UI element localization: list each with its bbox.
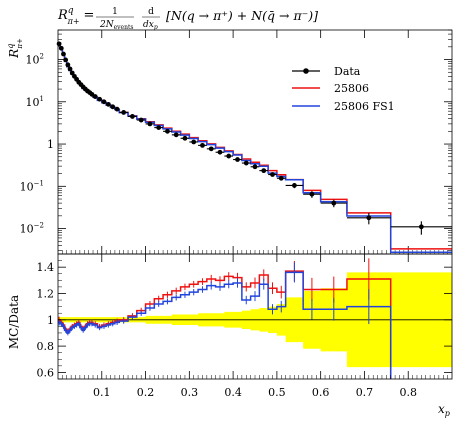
xlabel-main: x	[438, 402, 445, 416]
data-point	[226, 153, 232, 159]
ratio-ytick-label: 0.8	[37, 340, 55, 353]
data-point	[208, 146, 214, 152]
ratio-xtick-label: 0.3	[181, 386, 199, 399]
ratio-xtick-label: 0.7	[356, 386, 374, 399]
svg-text:Rqπ+: Rqπ+	[6, 38, 24, 59]
legend-label-data: Data	[334, 65, 361, 78]
title-rhs: [N(q → π⁺) + N(q̄ → π⁻)]	[166, 8, 318, 23]
data-point	[182, 135, 188, 141]
data-point	[138, 117, 144, 123]
data-point	[366, 215, 372, 221]
top-ytick-label: 10−2	[20, 222, 44, 236]
x-axis-label: xp	[438, 402, 450, 418]
data-point	[261, 168, 267, 174]
top-ytick-label: 101	[26, 95, 44, 109]
top-ytick-label: 1	[47, 138, 54, 151]
data-point	[173, 132, 179, 138]
chart-title: Rq π+ = 1 2Nevents d dxp [N(q → π⁺) + N(q̄…	[57, 6, 318, 31]
title-lhs-sup: q	[68, 6, 74, 16]
svg-text:xp: xp	[438, 402, 450, 418]
title-lhs: R	[57, 8, 68, 23]
title-frac1-num: 1	[112, 7, 118, 17]
data-point	[63, 57, 69, 63]
ratio-panel-series	[58, 258, 392, 379]
legend-label-series1: 25806	[334, 82, 369, 95]
data-point	[200, 142, 205, 148]
data-point	[97, 96, 102, 102]
top-ylabel-sub: π+	[16, 38, 24, 50]
top-ytick-label: 102	[26, 53, 44, 67]
data-point	[105, 101, 111, 107]
ratio-ytick-label: 1.4	[37, 261, 55, 274]
data-point	[58, 45, 64, 51]
top-ylabel-main: R	[7, 49, 21, 59]
data-point	[101, 99, 107, 105]
top-panel-data-points	[56, 41, 452, 235]
data-point	[110, 104, 116, 110]
top-panel-series	[58, 43, 452, 254]
title-frac2-den-sub: p	[154, 24, 158, 31]
ratio-series-2-histogram	[58, 271, 392, 379]
ratio-xtick-label: 0.5	[268, 386, 286, 399]
data-point	[235, 157, 240, 162]
legend: Data 25806 25806 FS1	[292, 65, 395, 113]
data-point	[278, 175, 284, 181]
title-lhs-sub: π+	[67, 17, 80, 26]
ratio-ytick-label: 1	[47, 314, 54, 327]
top-series-1-histogram	[58, 43, 452, 250]
data-point	[165, 128, 170, 134]
ratio-xtick-label: 0.8	[399, 386, 417, 399]
data-point	[130, 114, 135, 119]
top-panel-frame	[57, 29, 453, 255]
title-frac1-den-sub: events	[114, 24, 134, 31]
data-point	[331, 200, 337, 206]
top-ytick-label: 10−1	[20, 179, 44, 193]
data-point	[67, 66, 73, 72]
title-eq: =	[84, 8, 95, 23]
data-point	[147, 121, 153, 127]
data-point	[156, 125, 162, 131]
data-point	[217, 149, 223, 155]
ratio-xtick-label: 0.1	[93, 386, 111, 399]
top-ylabel-sup: q	[6, 44, 15, 49]
ratio-xtick-label: 0.4	[224, 386, 242, 399]
ratio-ytick-label: 1.2	[37, 287, 55, 300]
top-y-axis-label: Rqπ+	[6, 38, 24, 59]
svg-text:dxp: dxp	[143, 20, 158, 31]
data-point	[243, 160, 249, 166]
data-point	[121, 110, 127, 115]
data-point	[114, 106, 120, 112]
top-panel-ticks: 10−2 10−1 1 101 102	[20, 29, 452, 254]
data-point	[252, 164, 258, 170]
data-point	[61, 51, 66, 57]
legend-data-marker	[303, 68, 309, 74]
xlabel-sub: p	[445, 409, 450, 418]
ratio-ytick-label: 0.6	[37, 366, 55, 379]
data-point	[309, 191, 315, 197]
svg-text:Rqπ+=: Rq π+ =	[57, 6, 94, 26]
ratio-panel-ticks: 0.1 0.2 0.3 0.4 0.5 0.6 0.7 0.8 0.6 0.8 1 1.2 1.4	[37, 254, 452, 399]
ratio-panel-frame	[57, 253, 453, 380]
bottom-y-axis-label: MC/Data	[7, 295, 21, 349]
ratio-xtick-label: 0.2	[137, 386, 155, 399]
title-frac2-num: d	[148, 7, 154, 17]
ratio-xtick-label: 0.6	[312, 386, 330, 399]
bottom-ylabel-text: MC/Data	[7, 295, 21, 349]
data-point	[65, 62, 71, 68]
svg-text:2Nevents: 2Nevents	[99, 20, 133, 31]
top-series-2-histogram	[58, 43, 452, 254]
data-point	[418, 224, 424, 230]
data-point	[292, 183, 297, 188]
data-point	[56, 41, 62, 47]
data-point	[191, 139, 197, 145]
title-frac2-den: dx	[143, 20, 154, 30]
data-point	[270, 172, 275, 177]
title-frac1-den: 2N	[99, 20, 115, 30]
data-point	[92, 94, 98, 99]
legend-label-series2: 25806 FS1	[334, 100, 395, 113]
